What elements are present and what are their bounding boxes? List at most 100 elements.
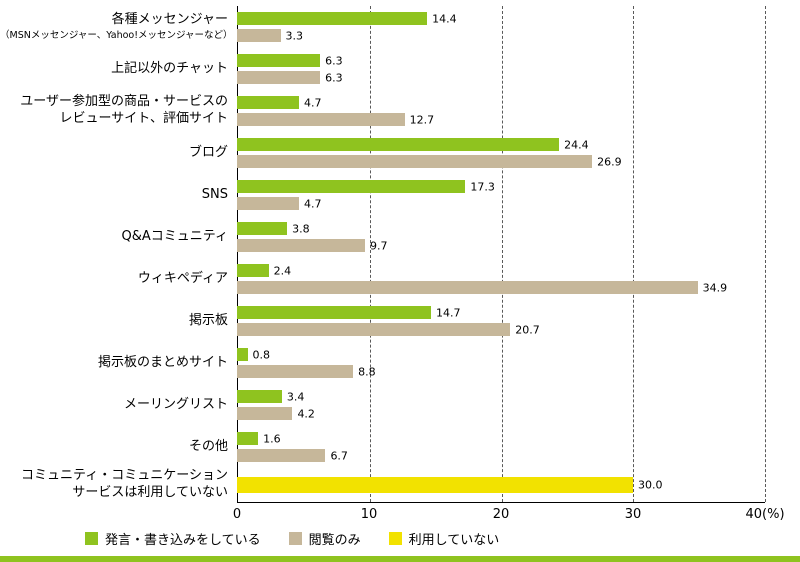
chart-row: コミュニティ・コミュニケーション サービスは利用していない 30.0 [0, 468, 800, 502]
legend-swatch [85, 531, 98, 545]
bar-value: 6.7 [330, 449, 348, 462]
bar-value: 14.7 [436, 306, 461, 319]
category-label: コミュニティ・コミュニケーション サービスは利用していない [21, 468, 228, 500]
bar-posting: 4.7 [237, 96, 322, 109]
bar-view-only: 34.9 [237, 281, 727, 294]
x-axis-line [237, 501, 765, 503]
chart-row: ユーザー参加型の商品・サービスの レビューサイト、評価サイト 4.7 12.7 [0, 90, 800, 132]
category-label: 各種メッセンジャー （MSNメッセンジャー、Yahoo!メッセンジャーなど） [0, 11, 233, 41]
bar-value: 24.4 [564, 138, 589, 151]
bar-posting: 17.3 [237, 180, 495, 193]
category-bars: 0.8 8.8 [237, 342, 765, 384]
tick-label: 10 [360, 506, 378, 522]
bar-view-only: 12.7 [237, 113, 434, 126]
bar-value: 4.2 [297, 407, 315, 420]
bar-value: 4.7 [304, 197, 322, 210]
bar-view-only: 8.8 [237, 365, 376, 378]
category-bars: 14.7 20.7 [237, 300, 765, 342]
chart-row: その他 1.6 6.7 [0, 426, 800, 468]
bar-posting: 2.4 [237, 264, 291, 277]
category-label: その他 [188, 438, 228, 454]
category-label: 掲示板のまとめサイト [97, 354, 228, 370]
bar-posting: 3.4 [237, 390, 304, 403]
category-label: 掲示板 [188, 312, 228, 328]
bar-value: 12.7 [409, 113, 435, 126]
category-bars: 6.3 6.3 [237, 48, 765, 90]
category-bars: 14.4 3.3 [237, 6, 765, 48]
category-bars: 17.3 4.7 [237, 174, 765, 216]
legend: 発言・書き込みをしている 閲覧のみ 利用していない [85, 529, 800, 548]
chart-row: ウィキペディア 2.4 34.9 [0, 258, 800, 300]
category-bars: 4.7 12.7 [237, 90, 765, 132]
bar-posting: 0.8 [237, 348, 270, 361]
x-axis-ticks: 0 10 20 30 40(%) [233, 503, 785, 525]
bar-view-only: 6.3 [237, 71, 343, 84]
bar-value: 4.7 [304, 96, 322, 109]
bar-value: 6.3 [325, 54, 343, 67]
chart-row: 掲示板 14.7 20.7 [0, 300, 800, 342]
bar-posting: 3.8 [237, 222, 310, 235]
legend-swatch [388, 531, 402, 545]
bar-view-only: 3.3 [237, 29, 303, 42]
bar-posting: 24.4 [237, 138, 589, 151]
bar-value: 17.3 [470, 180, 495, 193]
category-label: ウィキペディア [137, 270, 228, 286]
category-bars: 3.4 4.2 [237, 384, 765, 426]
legend-item-view-only: 閲覧のみ [288, 529, 361, 548]
category-bars: 24.4 26.9 [237, 132, 765, 174]
category-label: Q&Aコミュニティ [121, 228, 228, 244]
category-bars: 30.0 [237, 471, 765, 499]
tick-label: 30 [624, 506, 642, 522]
chart-row: 各種メッセンジャー （MSNメッセンジャー、Yahoo!メッセンジャーなど） 14.… [0, 6, 800, 48]
bar-view-only: 20.7 [237, 323, 540, 336]
bar-view-only: 26.9 [237, 155, 622, 168]
bar-value: 14.4 [432, 12, 457, 25]
bar-posting: 6.3 [237, 54, 343, 67]
bar-value: 34.9 [702, 281, 728, 294]
category-bars: 1.6 6.7 [237, 426, 765, 468]
legend-swatch [288, 531, 302, 545]
legend-label: 閲覧のみ [308, 532, 361, 548]
category-label: 上記以外のチャット [111, 60, 228, 76]
chart-row: ブログ 24.4 26.9 [0, 132, 800, 174]
chart-row: 上記以外のチャット 6.3 6.3 [0, 48, 800, 90]
bar-value: 26.9 [597, 155, 622, 168]
category-label: SNS [201, 186, 228, 202]
bar-value: 8.8 [358, 365, 376, 378]
tick-label: 20 [492, 506, 510, 522]
legend-label: 発言・書き込みをしている [105, 532, 261, 548]
category-bars: 3.8 9.7 [237, 216, 765, 258]
bar-value: 3.8 [292, 222, 310, 235]
category-label: ブログ [188, 144, 228, 160]
bar-value: 30.0 [638, 478, 663, 492]
bar-view-only: 4.7 [237, 197, 322, 210]
chart-row: SNS 17.3 4.7 [0, 174, 800, 216]
legend-item-not-using: 利用していない [388, 529, 500, 548]
bar-view-only: 4.2 [237, 407, 315, 420]
category-bars: 2.4 34.9 [237, 258, 765, 300]
bar-posting: 14.4 [237, 12, 457, 25]
category-label: メーリングリスト [123, 396, 228, 412]
legend-label: 利用していない [408, 532, 500, 548]
bar-value: 9.7 [370, 239, 388, 252]
legend-item-posting: 発言・書き込みをしている [85, 529, 261, 548]
chart-row: メーリングリスト 3.4 4.2 [0, 384, 800, 426]
bar-view-only: 9.7 [237, 239, 388, 252]
tick-label: 0 [232, 506, 242, 522]
bar-value: 2.4 [273, 264, 292, 277]
footer-strip [0, 556, 800, 562]
bar-chart: 各種メッセンジャー （MSNメッセンジャー、Yahoo!メッセンジャーなど） 14.… [0, 6, 800, 548]
bar-value: 0.8 [252, 348, 271, 361]
bar-value: 1.6 [263, 432, 281, 445]
category-label: ユーザー参加型の商品・サービスの レビューサイト、評価サイト [20, 94, 228, 126]
bar-value: 3.4 [286, 390, 305, 403]
chart-row: 掲示板のまとめサイト 0.8 8.8 [0, 342, 800, 384]
bar-value: 6.3 [325, 71, 343, 84]
bar-value: 20.7 [515, 323, 540, 336]
tick-label: 40(%) [745, 506, 785, 522]
chart-row: Q&Aコミュニティ 3.8 9.7 [0, 216, 800, 258]
bar-posting: 1.6 [237, 432, 281, 445]
bar-not-using: 30.0 [237, 476, 663, 493]
bar-value: 3.3 [285, 29, 304, 42]
bar-view-only: 6.7 [237, 449, 348, 462]
